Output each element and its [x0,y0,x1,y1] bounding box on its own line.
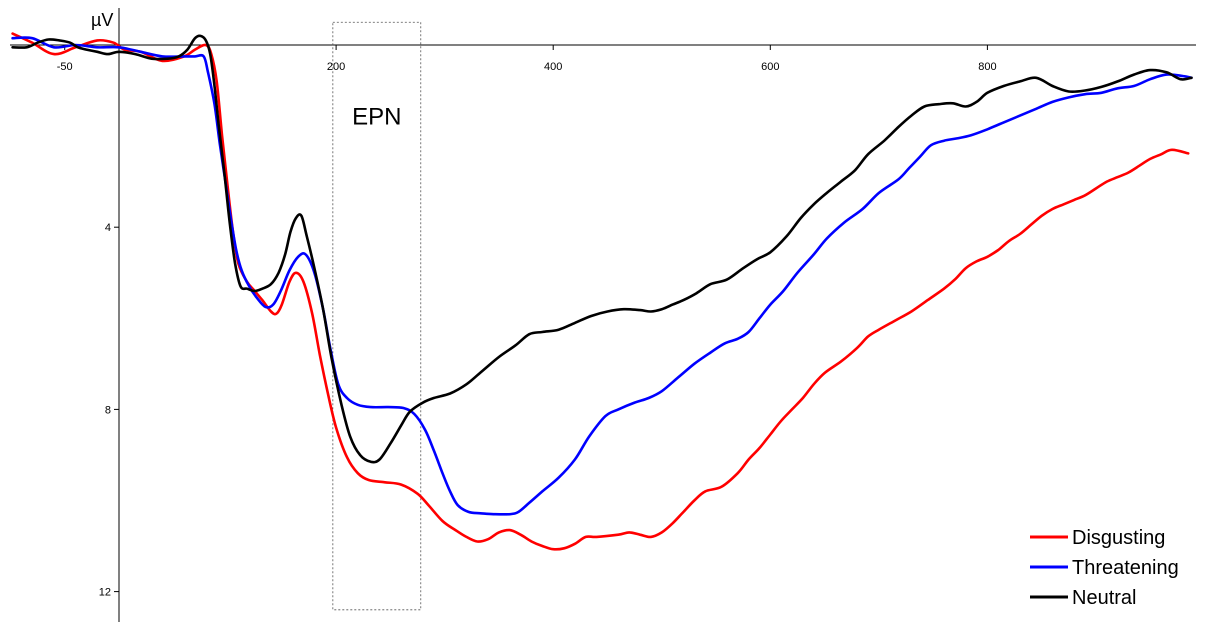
epn-annotation: EPN [332,21,422,611]
epn-label: EPN [352,104,401,131]
y-tick-label: 4 [105,222,111,234]
series-line-disgusting [11,32,1190,551]
y-unit-label: µV [91,10,113,30]
axis-ticks: -50 200 400 600 800 4 8 12 [57,45,997,599]
legend-label-disgusting: Disgusting [1072,527,1165,549]
legend-label-neutral: Neutral [1072,587,1136,609]
axes: µV [10,8,1196,622]
series-line-neutral [11,34,1193,464]
legend-label-threatening: Threatening [1072,557,1179,579]
series-line-threatening [11,36,1193,516]
y-tick-label: 12 [99,587,111,599]
x-tick-label: 800 [978,61,996,73]
y-tick-label: 8 [105,404,111,416]
x-tick-label: 600 [761,61,779,73]
legend: Disgusting Threatening Neutral [1030,527,1179,609]
series-lines [11,32,1193,551]
x-tick-label: -50 [57,61,73,73]
epn-window-box [332,21,422,611]
x-tick-label: 400 [544,61,562,73]
x-tick-label: 200 [327,61,345,73]
